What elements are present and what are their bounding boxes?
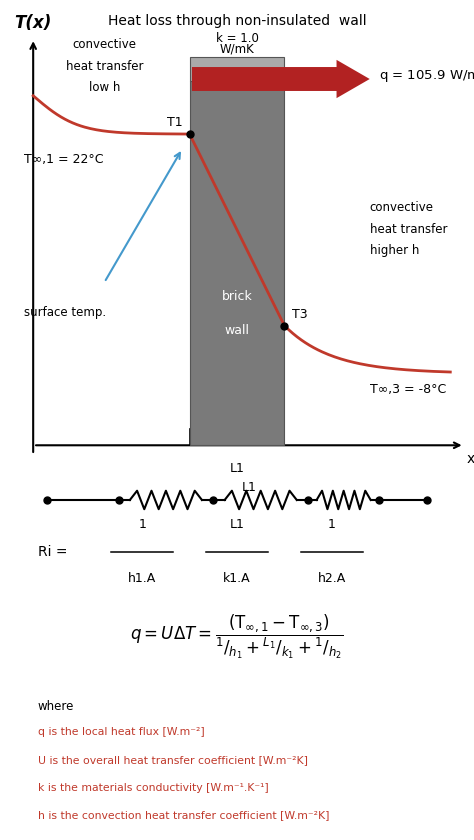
Text: h is the convection heat transfer coefficient [W.m⁻²K]: h is the convection heat transfer coeffi…: [38, 811, 329, 821]
Bar: [190, 57, 284, 81]
Text: L1: L1: [241, 481, 256, 495]
Text: heat transfer: heat transfer: [370, 223, 447, 236]
Text: T∞,3 = -8°C: T∞,3 = -8°C: [370, 383, 446, 396]
Text: L1: L1: [229, 462, 245, 475]
Text: $q = U\Delta T = \dfrac{\left(\mathrm{T}_{\infty,1} - \mathrm{T}_{\infty,3}\righ: $q = U\Delta T = \dfrac{\left(\mathrm{T}…: [130, 612, 344, 661]
Text: k is the materials conductivity [W.m⁻¹.K⁻¹]: k is the materials conductivity [W.m⁻¹.K…: [38, 783, 269, 793]
Text: surface temp.: surface temp.: [24, 307, 106, 319]
Text: 1: 1: [138, 518, 146, 532]
Text: q = 105.9 W/m$^2$: q = 105.9 W/m$^2$: [379, 67, 474, 87]
Text: x: x: [467, 453, 474, 466]
Text: U is the overall heat transfer coefficient [W.m⁻²K]: U is the overall heat transfer coefficie…: [38, 755, 308, 765]
Text: q is the local heat flux [W.m⁻²]: q is the local heat flux [W.m⁻²]: [38, 727, 205, 738]
Bar: [190, 81, 284, 445]
Text: T(x): T(x): [14, 14, 52, 33]
Text: k = 1.0: k = 1.0: [216, 33, 258, 45]
Text: T1: T1: [167, 116, 182, 129]
Text: k1.A: k1.A: [223, 572, 251, 585]
Text: low h: low h: [89, 81, 120, 94]
Text: wall: wall: [225, 324, 249, 337]
Text: heat transfer: heat transfer: [65, 60, 143, 73]
Text: 1: 1: [328, 518, 336, 532]
Text: Heat loss through non-insulated  wall: Heat loss through non-insulated wall: [108, 14, 366, 29]
Text: h1.A: h1.A: [128, 572, 156, 585]
Text: L1: L1: [229, 518, 245, 532]
Text: convective: convective: [72, 39, 137, 51]
Text: h2.A: h2.A: [318, 572, 346, 585]
Text: T∞,1 = 22°C: T∞,1 = 22°C: [24, 153, 103, 166]
Polygon shape: [192, 60, 370, 98]
Text: convective: convective: [370, 201, 434, 214]
Text: where: where: [38, 700, 74, 712]
Text: brick: brick: [222, 291, 252, 303]
Text: T3: T3: [292, 307, 307, 321]
Text: higher h: higher h: [370, 244, 419, 257]
Text: W/mK: W/mK: [219, 42, 255, 55]
Text: Ri =: Ri =: [38, 544, 67, 559]
